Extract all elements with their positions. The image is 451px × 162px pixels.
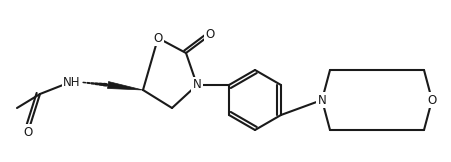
Text: NH: NH [63,75,81,88]
Text: O: O [23,126,32,139]
Text: N: N [317,93,326,106]
Text: O: O [427,93,436,106]
Polygon shape [107,81,143,90]
Text: O: O [205,29,214,41]
Text: N: N [192,79,201,92]
Text: O: O [153,31,162,45]
